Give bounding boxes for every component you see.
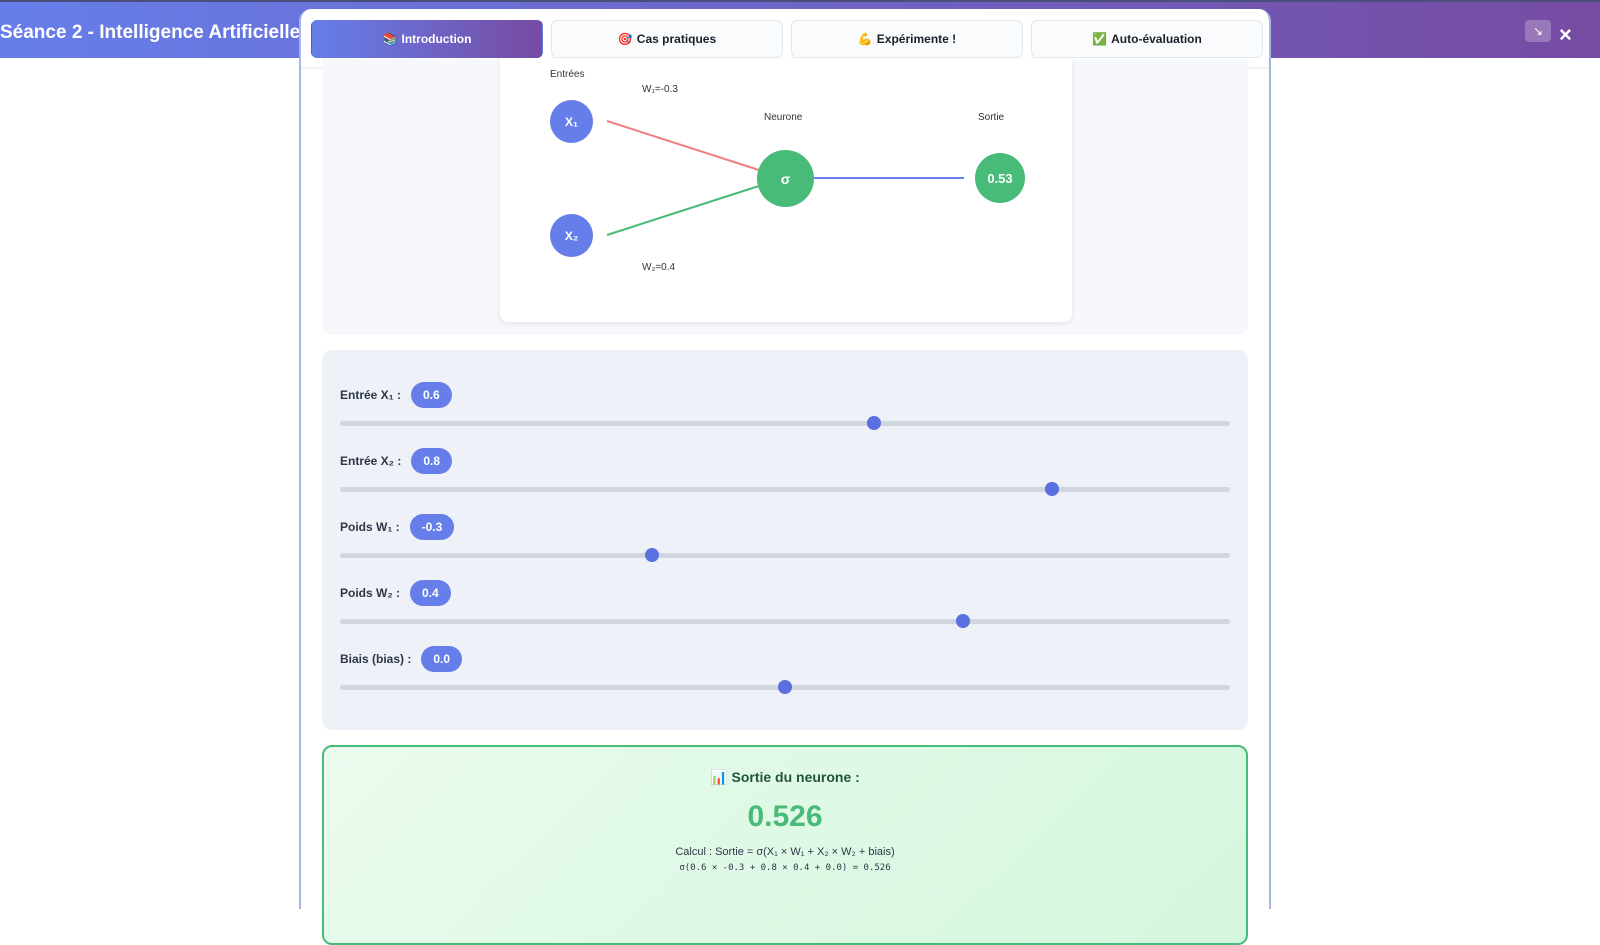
tab-icon: ✅ bbox=[1092, 32, 1108, 46]
output-node: 0.53 bbox=[975, 153, 1025, 203]
value-badge: 0.6 bbox=[410, 382, 452, 408]
neuron-label: Neurone bbox=[764, 112, 803, 123]
value-badge: 0.8 bbox=[411, 448, 453, 474]
output-label: Sortie bbox=[978, 112, 1005, 123]
slider-thumb[interactable] bbox=[778, 680, 792, 694]
tab-auto-évaluation[interactable]: ✅ Auto-évaluation bbox=[1031, 20, 1263, 58]
slider-label-text: Entrée X₂ : bbox=[340, 454, 402, 468]
tab-bar: 📚 Introduction 🎯 Cas pratiques 💪 Expérimente … bbox=[311, 20, 1263, 58]
expand-icon[interactable]: ↘ bbox=[1525, 20, 1551, 42]
result-title: 📊 Sortie du neurone : bbox=[324, 769, 1246, 786]
sliders-panel: Entrée X₁ : 0.6 Entrée X₂ : 0.8 Poids W₁ :… bbox=[322, 350, 1248, 730]
w2-connection bbox=[606, 184, 763, 236]
tab-label: Cas pratiques bbox=[636, 32, 717, 46]
input-node-x1: X₁ bbox=[550, 100, 593, 143]
slider-track[interactable] bbox=[340, 548, 1230, 562]
slider-label: Poids W₁ : -0.3 bbox=[340, 514, 455, 540]
w2-label: W₂=0.4 bbox=[642, 262, 676, 273]
connections bbox=[606, 120, 964, 236]
slider-thumb[interactable] bbox=[956, 614, 970, 628]
value-badge: -0.3 bbox=[409, 514, 455, 540]
tab-icon: 💪 bbox=[857, 32, 873, 46]
value-badge: 0.0 bbox=[421, 646, 463, 672]
tab-cas-pratiques[interactable]: 🎯 Cas pratiques bbox=[551, 20, 783, 58]
diagram-panel: Entrées W₁=-0.3 Neurone Sortie W₂=0.4 X₁… bbox=[322, 59, 1248, 335]
neuron-node: σ bbox=[757, 150, 814, 207]
slider-label-text: Biais (bias) : bbox=[340, 652, 412, 666]
slider-label-text: Entrée X₁ : bbox=[340, 388, 401, 402]
slider-track[interactable] bbox=[340, 416, 1230, 430]
slider-label: Biais (bias) : 0.0 bbox=[340, 646, 463, 672]
tab-icon: 📚 bbox=[382, 32, 398, 46]
value-badge: 0.4 bbox=[410, 580, 451, 606]
slider-thumb[interactable] bbox=[1045, 482, 1059, 496]
inputs-label: Entrées bbox=[550, 69, 585, 80]
result-formula: Calcul : Sortie = σ(X₁ × W₁ + X₂ × W₂ + … bbox=[675, 846, 895, 858]
slider-track[interactable] bbox=[340, 614, 1230, 628]
result-value: 0.526 bbox=[747, 800, 823, 833]
chart-icon: 📊 bbox=[710, 769, 728, 785]
slider-label-text: Poids W₁ : bbox=[340, 520, 400, 534]
input-node-x2: X₂ bbox=[550, 214, 593, 257]
result-box: 📊 Sortie du neurone : 0.526 Calcul : Sor… bbox=[322, 745, 1248, 945]
slider-track[interactable] bbox=[340, 482, 1230, 496]
slider-label: Poids W₂ : 0.4 bbox=[340, 580, 451, 606]
tab-expérimente[interactable]: 💪 Expérimente ! bbox=[791, 20, 1023, 58]
slider-label-text: Poids W₂ : bbox=[340, 586, 400, 600]
tab-icon: 🎯 bbox=[617, 32, 633, 46]
w1-connection bbox=[606, 120, 763, 172]
slider-label: Entrée X₂ : 0.8 bbox=[340, 448, 453, 474]
slider-label: Entrée X₁ : 0.6 bbox=[340, 382, 452, 408]
tab-label: Introduction bbox=[401, 32, 472, 46]
tab-introduction[interactable]: 📚 Introduction bbox=[311, 20, 543, 58]
lesson-modal: Entrées W₁=-0.3 Neurone Sortie W₂=0.4 X₁… bbox=[299, 9, 1271, 945]
w1-label: W₁=-0.3 bbox=[642, 84, 678, 95]
page-title: Séance 2 - Intelligence Artificielle : bbox=[0, 22, 312, 43]
result-detail: σ(0.6 × -0.3 + 0.8 × 0.4 + 0.0) = 0.526 bbox=[679, 863, 891, 873]
slider-track[interactable] bbox=[340, 680, 1230, 694]
slider-thumb[interactable] bbox=[867, 416, 881, 430]
slider-thumb[interactable] bbox=[644, 548, 659, 562]
result-title-text: Sortie du neurone : bbox=[731, 769, 860, 785]
tab-label: Auto-évaluation bbox=[1111, 32, 1202, 46]
tab-label: Expérimente ! bbox=[876, 32, 957, 46]
close-icon[interactable]: × bbox=[1559, 22, 1572, 47]
neuron-diagram: Entrées W₁=-0.3 Neurone Sortie W₂=0.4 X₁… bbox=[500, 59, 1072, 322]
